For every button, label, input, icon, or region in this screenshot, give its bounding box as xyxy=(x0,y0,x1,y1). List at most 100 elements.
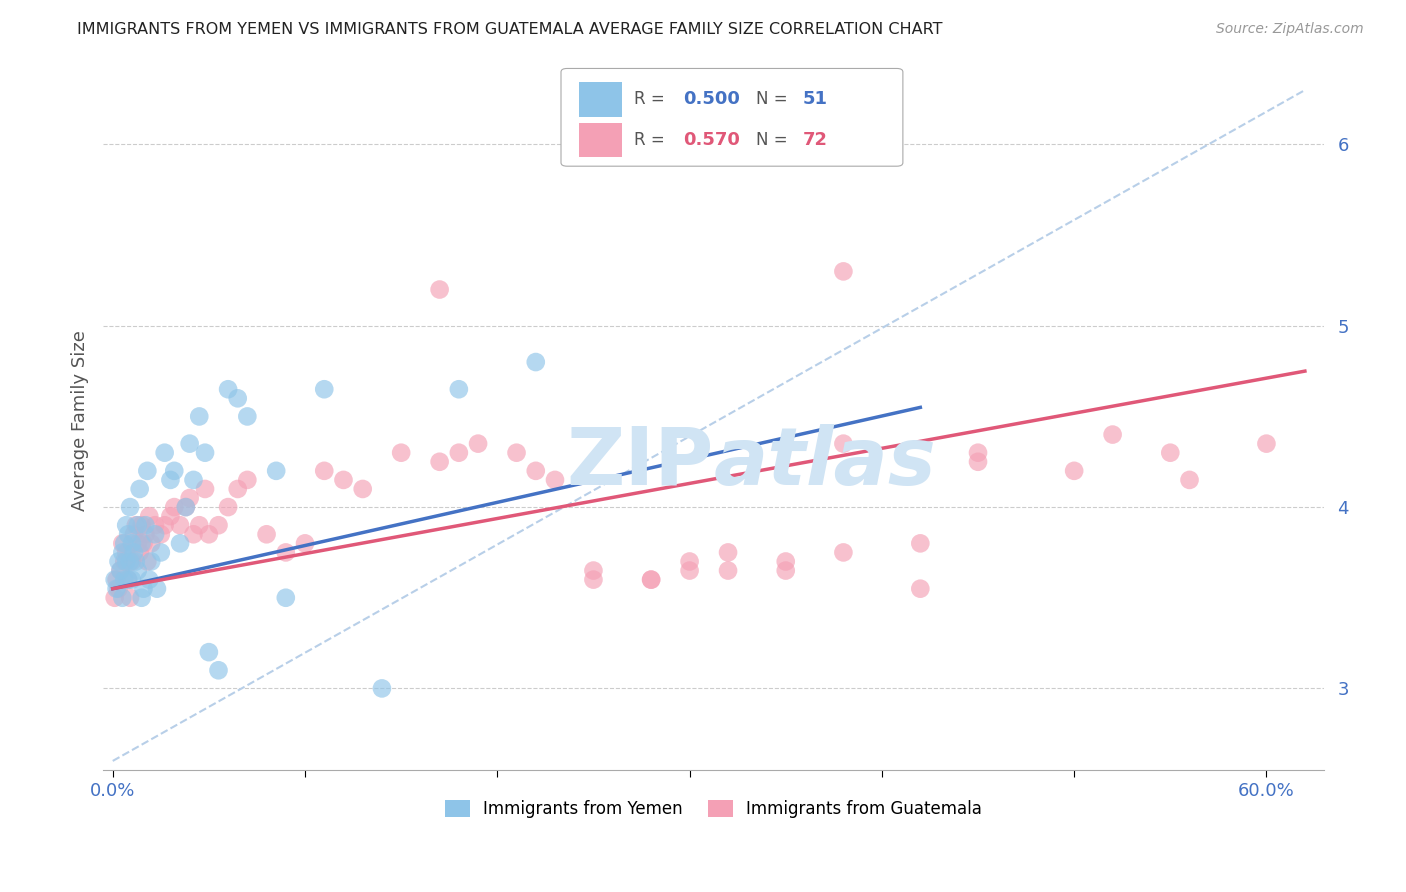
Text: N =: N = xyxy=(756,90,793,108)
Point xyxy=(352,482,374,496)
Point xyxy=(640,573,662,587)
Point xyxy=(117,573,139,587)
Point xyxy=(111,536,134,550)
Point xyxy=(179,491,201,505)
Point xyxy=(640,573,662,587)
Point xyxy=(183,527,205,541)
Legend: Immigrants from Yemen, Immigrants from Guatemala: Immigrants from Yemen, Immigrants from G… xyxy=(439,793,988,824)
Point xyxy=(832,436,855,450)
Point xyxy=(127,564,149,578)
Point xyxy=(104,591,127,605)
Point xyxy=(127,518,149,533)
Point xyxy=(118,500,141,514)
Point xyxy=(524,464,547,478)
Point xyxy=(136,464,159,478)
Point xyxy=(136,554,159,568)
Text: R =: R = xyxy=(634,131,671,149)
Point xyxy=(138,509,160,524)
Point xyxy=(105,573,128,587)
Point xyxy=(132,536,155,550)
Point xyxy=(105,582,128,596)
Point xyxy=(174,500,197,514)
Point xyxy=(163,464,186,478)
Point xyxy=(447,446,470,460)
Text: ZIP: ZIP xyxy=(567,424,714,502)
FancyBboxPatch shape xyxy=(579,82,621,117)
Point xyxy=(122,527,145,541)
Point xyxy=(121,573,143,587)
Point xyxy=(131,591,153,605)
Point xyxy=(188,409,211,424)
Point xyxy=(775,564,797,578)
Text: R =: R = xyxy=(634,90,671,108)
Point xyxy=(467,436,489,450)
Point xyxy=(128,545,150,559)
Text: IMMIGRANTS FROM YEMEN VS IMMIGRANTS FROM GUATEMALA AVERAGE FAMILY SIZE CORRELATI: IMMIGRANTS FROM YEMEN VS IMMIGRANTS FROM… xyxy=(77,22,943,37)
Text: atlas: atlas xyxy=(714,424,936,502)
Point xyxy=(118,554,141,568)
Point xyxy=(198,527,221,541)
Point xyxy=(149,527,172,541)
Point xyxy=(544,473,567,487)
Point xyxy=(274,591,297,605)
Point xyxy=(256,527,278,541)
Point xyxy=(1159,446,1181,460)
Point xyxy=(1178,473,1201,487)
Point xyxy=(115,545,138,559)
Point xyxy=(159,473,181,487)
Point xyxy=(149,545,172,559)
Point xyxy=(117,573,139,587)
Point xyxy=(121,536,143,550)
Point xyxy=(118,591,141,605)
Point xyxy=(332,473,354,487)
Point xyxy=(127,536,149,550)
Point xyxy=(447,382,470,396)
Point xyxy=(128,482,150,496)
Text: N =: N = xyxy=(756,131,793,149)
Point xyxy=(153,518,176,533)
Point xyxy=(110,564,132,578)
Point xyxy=(198,645,221,659)
Point xyxy=(131,518,153,533)
Point xyxy=(111,591,134,605)
Point xyxy=(104,573,127,587)
Text: 51: 51 xyxy=(803,90,828,108)
Point xyxy=(110,564,132,578)
Text: 0.570: 0.570 xyxy=(683,131,740,149)
Point xyxy=(132,582,155,596)
Point xyxy=(678,564,700,578)
Point xyxy=(131,536,153,550)
Point xyxy=(717,545,740,559)
Point xyxy=(117,527,139,541)
FancyBboxPatch shape xyxy=(561,69,903,166)
Point xyxy=(389,446,412,460)
Point xyxy=(429,283,451,297)
Point xyxy=(143,518,166,533)
Point xyxy=(111,545,134,559)
Point xyxy=(143,527,166,541)
Point xyxy=(125,518,148,533)
Point xyxy=(174,500,197,514)
Point xyxy=(505,446,527,460)
Point xyxy=(163,500,186,514)
FancyBboxPatch shape xyxy=(579,122,621,158)
Point xyxy=(122,545,145,559)
Point xyxy=(134,518,156,533)
Point xyxy=(226,392,249,406)
Point xyxy=(112,536,135,550)
Point xyxy=(236,473,259,487)
Point xyxy=(910,536,932,550)
Point xyxy=(146,582,169,596)
Point xyxy=(115,518,138,533)
Point xyxy=(159,509,181,524)
Point xyxy=(179,436,201,450)
Point xyxy=(121,554,143,568)
Point xyxy=(264,464,287,478)
Point xyxy=(1101,427,1123,442)
Text: 72: 72 xyxy=(803,131,828,149)
Point xyxy=(169,518,191,533)
Point xyxy=(582,564,605,578)
Point xyxy=(1063,464,1085,478)
Point xyxy=(274,545,297,559)
Point xyxy=(112,573,135,587)
